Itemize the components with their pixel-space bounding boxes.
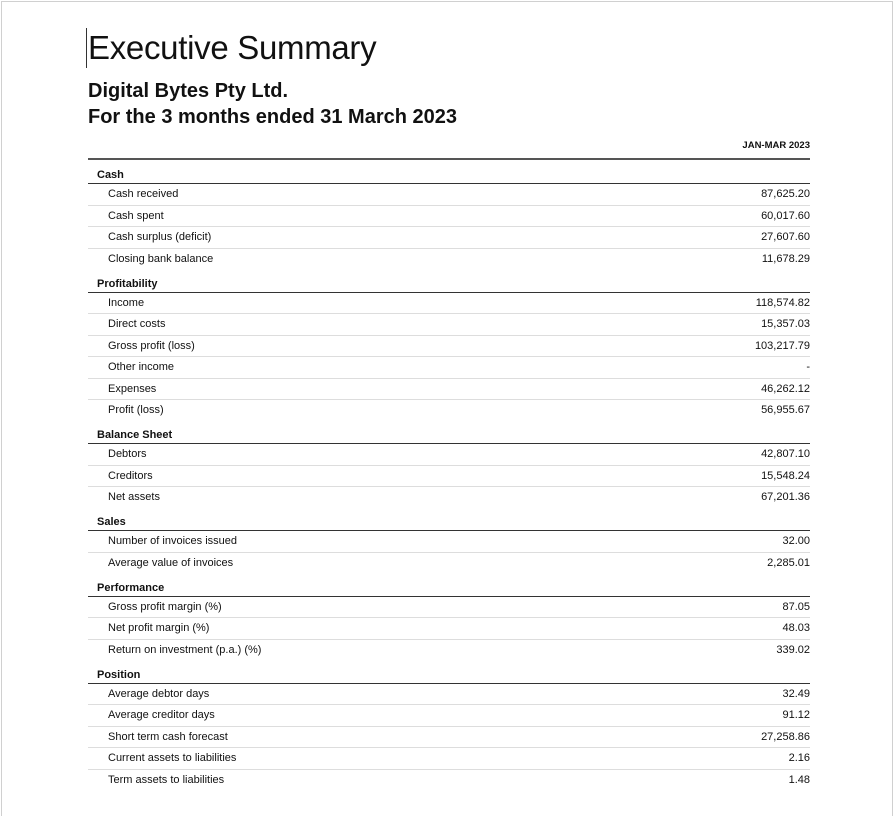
row-value: 2.16: [788, 752, 810, 764]
table-row: Net profit margin (%) 48.03: [88, 618, 810, 640]
row-value: 87.05: [782, 600, 810, 613]
report-table: Cash Cash received 87,625.20 Cash spent 60,0…: [88, 167, 810, 790]
table-row: Profit (loss) 56,955.67: [88, 400, 810, 421]
section-header: Sales: [88, 514, 810, 531]
section-balance-sheet: Balance Sheet Debtors 42,807.10 Creditors 15…: [88, 427, 810, 508]
section-header: Performance: [88, 580, 810, 597]
row-value: 32.00: [782, 535, 810, 547]
table-row: Direct costs 15,357.03: [88, 314, 810, 336]
table-row: Return on investment (p.a.) (%) 339.02: [88, 640, 810, 661]
row-value: 91.12: [782, 709, 810, 721]
row-value: 2,285.01: [767, 556, 810, 569]
table-row: Net assets 67,201.36: [88, 487, 810, 508]
column-header: JAN-MAR 2023: [742, 140, 810, 151]
row-label: Income: [108, 296, 145, 309]
row-value: 1.48: [788, 773, 810, 786]
table-row: Number of invoices issued 32.00: [88, 531, 810, 553]
section-header: Cash: [88, 167, 810, 184]
row-value: 15,548.24: [761, 469, 810, 482]
header-divider: [88, 158, 810, 160]
row-label: Number of invoices issued: [108, 535, 238, 547]
section-header: Profitability: [88, 276, 810, 293]
table-row: Cash surplus (deficit) 27,607.60: [88, 227, 810, 249]
row-label: Cash received: [108, 188, 179, 200]
section-header: Position: [88, 667, 810, 684]
table-row: Short term cash forecast 27,258.86: [88, 727, 810, 748]
row-label: Short term cash forecast: [108, 730, 228, 743]
table-row: Closing bank balance 11,678.29: [88, 249, 810, 270]
row-value: 27,607.60: [761, 231, 810, 243]
table-row: Other income -: [88, 357, 810, 379]
table-row: Gross profit (loss) 103,217.79: [88, 336, 810, 357]
section-cash: Cash Cash received 87,625.20 Cash spent 60,0…: [88, 167, 810, 269]
row-label: Current assets to liabilities: [108, 752, 237, 764]
row-label: Gross profit margin (%): [108, 600, 222, 613]
section-header: Balance Sheet: [88, 427, 810, 444]
report-document: Executive Summary Digital Bytes Pty Ltd.…: [86, 28, 810, 790]
row-label: Cash spent: [108, 209, 164, 222]
row-value: 60,017.60: [761, 209, 810, 222]
row-label: Creditors: [108, 469, 153, 482]
section-profitability: Profitability Income 118,574.82 Direct cost…: [88, 276, 810, 421]
company-name: Digital Bytes Pty Ltd.: [88, 80, 289, 102]
row-value: 15,357.03: [761, 318, 810, 330]
row-value: 339.02: [776, 643, 810, 656]
row-label: Gross profit (loss): [108, 339, 195, 352]
row-value: 103,217.79: [754, 339, 810, 352]
row-value: 11,678.29: [761, 252, 810, 265]
section-position: Position Average debtor days 32.49 Average …: [88, 667, 810, 791]
table-row: Expenses 46,262.12: [88, 379, 810, 400]
row-value: 118,574.82: [755, 296, 810, 309]
table-row: Cash received 87,625.20: [88, 184, 810, 206]
section-performance: Performance Gross profit margin (%) 87.05 N…: [88, 580, 810, 661]
report-title[interactable]: Executive Summary: [86, 28, 810, 68]
table-row: Gross profit margin (%) 87.05: [88, 597, 810, 618]
row-label: Term assets to liabilities: [108, 773, 225, 786]
table-row: Term assets to liabilities 1.48: [88, 770, 810, 791]
table-row: Debtors 42,807.10: [88, 444, 810, 466]
table-row: Creditors 15,548.24: [88, 466, 810, 487]
row-label: Expenses: [108, 382, 157, 395]
table-row: Average debtor days 32.49: [88, 684, 810, 705]
row-value: 48.03: [782, 622, 810, 634]
row-label: Average creditor days: [108, 709, 215, 721]
row-value: 87,625.20: [761, 188, 810, 200]
row-label: Net assets: [108, 491, 160, 503]
table-row: Current assets to liabilities 2.16: [88, 748, 810, 770]
section-sales: Sales Number of invoices issued 32.00 Avera…: [88, 514, 810, 573]
row-label: Average debtor days: [108, 687, 210, 700]
row-value: 32.49: [782, 687, 810, 700]
row-value: -: [806, 361, 810, 373]
table-row: Average creditor days 91.12: [88, 705, 810, 727]
row-label: Cash surplus (deficit): [108, 231, 212, 243]
table-row: Average value of invoices 2,285.01: [88, 553, 810, 574]
table-row: Cash spent 60,017.60: [88, 206, 810, 227]
row-label: Average value of invoices: [108, 556, 234, 569]
row-label: Net profit margin (%): [108, 622, 210, 634]
row-value: 42,807.10: [761, 448, 810, 460]
row-value: 46,262.12: [761, 382, 810, 395]
row-label: Other income: [108, 361, 175, 373]
row-value: 27,258.86: [761, 730, 810, 743]
row-value: 67,201.36: [761, 491, 810, 503]
row-label: Profit (loss): [108, 404, 164, 416]
report-period: For the 3 months ended 31 March 2023: [88, 106, 457, 128]
row-value: 56,955.67: [761, 404, 810, 416]
row-label: Closing bank balance: [108, 252, 214, 265]
row-label: Direct costs: [108, 318, 166, 330]
row-label: Debtors: [108, 448, 147, 460]
row-label: Return on investment (p.a.) (%): [108, 643, 262, 656]
table-row: Income 118,574.82: [88, 293, 810, 314]
